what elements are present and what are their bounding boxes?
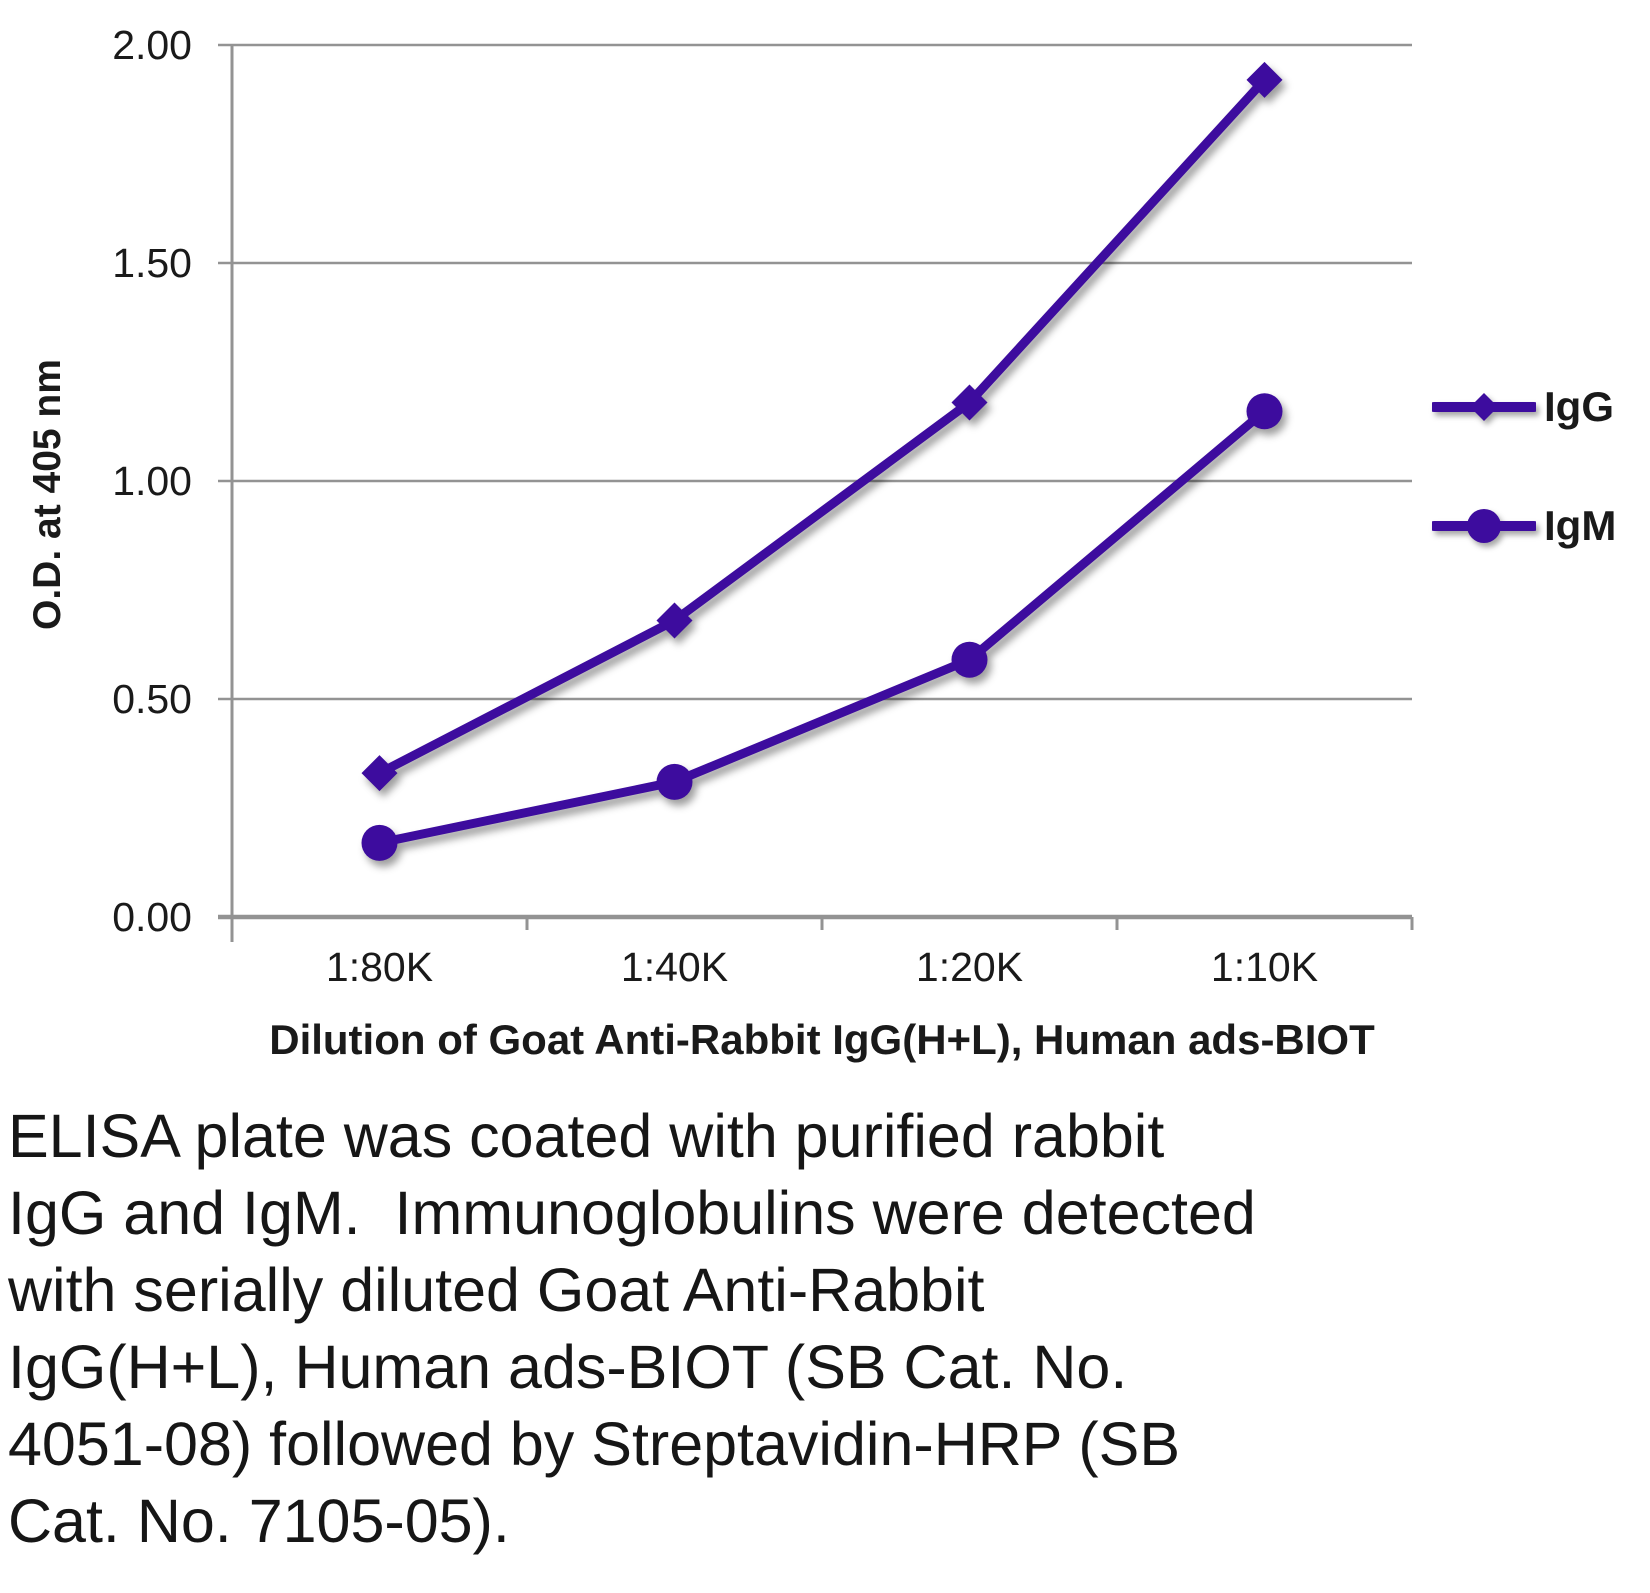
svg-text:1.00: 1.00 <box>112 458 192 504</box>
igg-diamond-line-icon <box>1432 393 1536 421</box>
legend-item-igm: IgM <box>1432 502 1617 549</box>
legend-item-igg: IgG <box>1432 383 1616 430</box>
svg-text:0.00: 0.00 <box>112 894 192 940</box>
x-axis-title: Dilution of Goat Anti-Rabbit IgG(H+L), H… <box>269 1016 1375 1063</box>
igm-circle-line-icon <box>1432 509 1536 543</box>
legend-label-igg: IgG <box>1544 383 1614 430</box>
legend-label-igm: IgM <box>1544 502 1617 549</box>
svg-text:1.50: 1.50 <box>112 240 192 286</box>
svg-text:1:20K: 1:20K <box>916 944 1023 990</box>
svg-text:0.50: 0.50 <box>112 676 192 722</box>
svg-text:1:40K: 1:40K <box>621 944 728 990</box>
figure-caption: ELISA plate was coated with purified rab… <box>8 1102 1256 1555</box>
svg-text:1:10K: 1:10K <box>1211 944 1318 990</box>
legend: IgG IgM <box>1432 383 1617 622</box>
svg-text:1:80K: 1:80K <box>326 944 433 990</box>
svg-text:2.00: 2.00 <box>112 22 192 68</box>
line-chart-svg: 0.00 0.50 1.00 1.50 2.00 1:80K 1:40K 1:20K 1:10K <box>112 22 1414 990</box>
